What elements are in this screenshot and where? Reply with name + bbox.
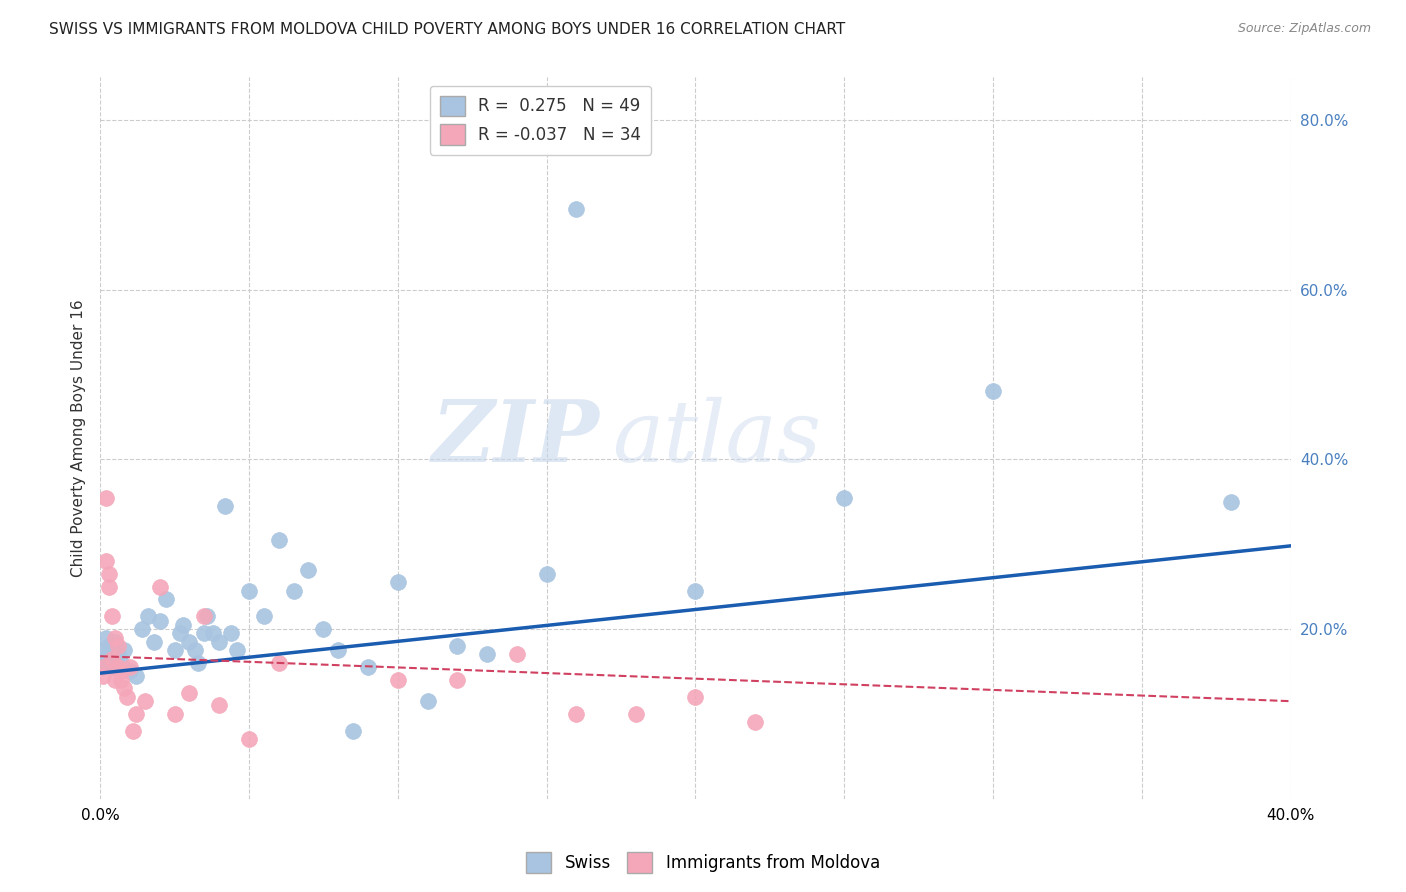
Point (981, 384, 1004, 399)
Point (98, 566, 121, 581)
Point (685, 583, 707, 598)
Point (163, 706, 186, 721)
Point (91, 643, 114, 657)
Point (446, 673, 468, 687)
Point (107, 639, 129, 653)
Legend: R =  0.275   N = 49, R = -0.037   N = 34: R = 0.275 N = 49, R = -0.037 N = 34 (430, 86, 651, 155)
Point (342, 723, 364, 738)
Point (121, 723, 143, 738)
Text: SWISS VS IMMIGRANTS FROM MOLDOVA CHILD POVERTY AMONG BOYS UNDER 16 CORRELATION C: SWISS VS IMMIGRANTS FROM MOLDOVA CHILD P… (49, 22, 845, 37)
Point (104, 634, 127, 648)
Point (179, 686, 201, 700)
Point (624, 706, 647, 721)
Point (214, 499, 236, 513)
Point (155, 592, 177, 607)
Point (110, 665, 132, 679)
Point (131, 622, 153, 636)
Point (328, 643, 350, 657)
Point (98, 580, 121, 594)
Text: ZIP: ZIP (432, 396, 600, 480)
Point (104, 673, 127, 687)
Legend: Swiss, Immigrants from Moldova: Swiss, Immigrants from Moldova (519, 846, 887, 880)
Point (91, 660, 114, 674)
Point (107, 660, 129, 674)
Point (125, 706, 148, 721)
Text: Source: ZipAtlas.com: Source: ZipAtlas.com (1237, 22, 1371, 36)
Point (91, 669, 114, 683)
Point (149, 614, 172, 628)
Point (187, 656, 209, 670)
Point (475, 648, 498, 662)
Point (125, 669, 148, 683)
Point (101, 609, 124, 624)
Point (110, 673, 132, 687)
Point (267, 533, 290, 547)
Point (297, 563, 319, 577)
Point (112, 681, 135, 696)
Point (193, 609, 215, 624)
Point (112, 643, 135, 657)
Point (536, 566, 558, 581)
Point (142, 634, 165, 648)
Point (506, 648, 529, 662)
Point (744, 715, 766, 730)
Point (565, 202, 588, 216)
Point (115, 690, 138, 704)
Point (94, 491, 117, 505)
Y-axis label: Child Poverty Among Boys Under 16: Child Poverty Among Boys Under 16 (72, 300, 86, 577)
Point (253, 609, 276, 624)
Point (193, 626, 215, 640)
Point (101, 660, 124, 674)
Point (94, 656, 117, 670)
Point (208, 634, 231, 648)
Point (149, 580, 172, 594)
Point (98, 639, 121, 653)
Point (202, 626, 225, 640)
Point (283, 583, 305, 598)
Point (118, 665, 141, 679)
Point (685, 690, 707, 704)
Point (104, 631, 127, 645)
Point (446, 639, 468, 653)
Point (172, 617, 194, 632)
Point (1220, 494, 1243, 508)
Text: atlas: atlas (612, 397, 821, 479)
Point (312, 622, 335, 636)
Point (219, 626, 242, 640)
Point (110, 656, 132, 670)
Point (163, 643, 186, 657)
Point (94, 631, 117, 645)
Point (136, 609, 159, 624)
Point (565, 706, 588, 721)
Point (169, 626, 191, 640)
Point (134, 694, 156, 708)
Point (226, 643, 249, 657)
Point (94, 554, 117, 568)
Point (179, 634, 201, 648)
Point (195, 609, 218, 624)
Point (184, 643, 207, 657)
Point (91, 651, 114, 665)
Point (387, 575, 409, 590)
Point (238, 732, 260, 747)
Point (387, 673, 409, 687)
Point (101, 651, 124, 665)
Point (416, 694, 439, 708)
Point (357, 660, 380, 674)
Point (267, 656, 290, 670)
Point (238, 583, 260, 598)
Point (118, 660, 141, 674)
Point (832, 491, 855, 505)
Point (107, 648, 129, 662)
Point (208, 698, 231, 713)
